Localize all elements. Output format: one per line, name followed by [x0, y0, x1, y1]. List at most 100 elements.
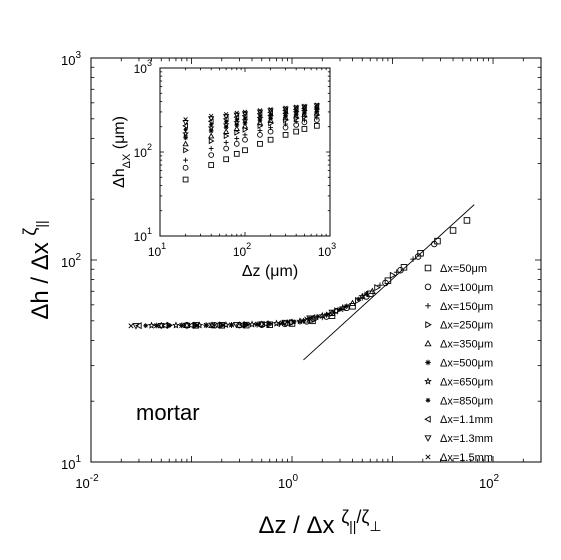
- legend-item: Δx=1.3mm: [424, 433, 493, 445]
- data-point: [208, 162, 215, 168]
- data-point: [397, 266, 404, 274]
- data-point: [343, 303, 350, 310]
- data-point: [293, 104, 299, 109]
- data-point: [211, 322, 218, 329]
- legend-label: Δx=1.1mm: [440, 414, 493, 426]
- data-point: [328, 309, 336, 317]
- legend-label: Δx=500μm: [440, 358, 493, 370]
- data-point: [258, 321, 266, 328]
- data-point: [349, 303, 356, 310]
- data-point: [410, 256, 416, 262]
- data-point: [183, 135, 188, 141]
- data-point: [382, 279, 389, 287]
- data-point: [193, 322, 199, 328]
- legend-label: Δx=150μm: [440, 301, 493, 313]
- data-point: [183, 127, 188, 132]
- legend-item: Δx=1.1mm: [424, 414, 493, 426]
- data-point: [257, 128, 263, 133]
- data-point: [208, 152, 215, 158]
- data-point: [318, 311, 327, 319]
- data-point: [223, 140, 229, 145]
- data-point: [187, 321, 195, 329]
- legend-marker: [424, 283, 432, 291]
- data-point: [203, 322, 209, 328]
- data-point: [208, 322, 216, 330]
- inset-x-axis-title: Δz (μm): [242, 263, 298, 280]
- data-point: [208, 137, 215, 145]
- data-point: [279, 320, 285, 326]
- series-10: [128, 311, 331, 329]
- data-point: [281, 319, 289, 327]
- data-point: [262, 320, 269, 328]
- data-point: [183, 117, 188, 122]
- legend-item: Δx=50μm: [424, 263, 487, 275]
- data-point: [283, 121, 288, 127]
- legend-label: Δx=350μm: [440, 339, 493, 351]
- data-point: [157, 322, 165, 330]
- data-point: [267, 112, 274, 120]
- data-point: [241, 122, 249, 129]
- data-point: [315, 314, 321, 319]
- tick-label: 103: [318, 241, 336, 259]
- data-point: [268, 106, 273, 112]
- inset-series-3: [183, 111, 321, 154]
- data-point: [219, 322, 225, 328]
- data-point: [256, 114, 264, 122]
- legend-label: Δx=250μm: [440, 320, 493, 332]
- data-point: [213, 321, 220, 329]
- tick-label: 100: [278, 473, 298, 491]
- legend-label: Δx=100μm: [440, 282, 493, 294]
- legend-marker: [425, 321, 432, 329]
- legend-marker: [425, 454, 431, 460]
- data-point: [233, 141, 240, 147]
- data-point: [222, 121, 230, 128]
- data-point: [267, 136, 274, 143]
- legend-item: Δx=150μm: [425, 301, 493, 313]
- data-point: [272, 319, 281, 327]
- legend-marker: [425, 359, 431, 366]
- tick-label: 103: [134, 58, 152, 76]
- inset-background: [160, 68, 330, 236]
- tick-label: 102: [134, 142, 152, 160]
- axis-ticks: [90, 57, 542, 463]
- tick-label: 103: [61, 50, 81, 68]
- data-point: [339, 303, 347, 312]
- data-point: [374, 284, 381, 292]
- tick-label: 101: [134, 226, 152, 244]
- legend-marker: [425, 397, 431, 403]
- data-point: [242, 147, 248, 154]
- inset-chart: 101 102 103 101 102 103 Δz (μm) ΔhΔX (μm): [111, 58, 336, 280]
- data-point: [283, 105, 288, 111]
- tick-label: 102: [61, 252, 81, 270]
- data-point: [183, 157, 188, 163]
- data-point: [223, 145, 229, 152]
- data-point: [232, 322, 241, 329]
- data-point: [282, 114, 289, 121]
- data-point: [368, 287, 376, 294]
- data-point: [242, 109, 248, 115]
- tick-label: 102: [233, 241, 251, 259]
- data-point: [248, 320, 256, 328]
- legend-label: Δx=1.3mm: [440, 433, 493, 445]
- data-point: [233, 118, 241, 126]
- data-point: [183, 147, 189, 154]
- data-point: [233, 125, 240, 131]
- tick-label: 101: [148, 241, 166, 259]
- data-point: [296, 317, 304, 325]
- data-point: [302, 103, 307, 109]
- data-point: [182, 130, 189, 137]
- data-point: [154, 323, 160, 329]
- data-point: [172, 321, 180, 329]
- series-9: [132, 309, 336, 330]
- data-point: [414, 253, 422, 260]
- data-point: [179, 322, 185, 329]
- data-point: [233, 113, 240, 121]
- legend-marker: [424, 339, 432, 347]
- data-point: [182, 164, 189, 171]
- data-point: [304, 316, 310, 322]
- data-point: [233, 151, 240, 157]
- data-point: [241, 116, 249, 124]
- data-point: [325, 311, 331, 317]
- data-point: [223, 111, 229, 117]
